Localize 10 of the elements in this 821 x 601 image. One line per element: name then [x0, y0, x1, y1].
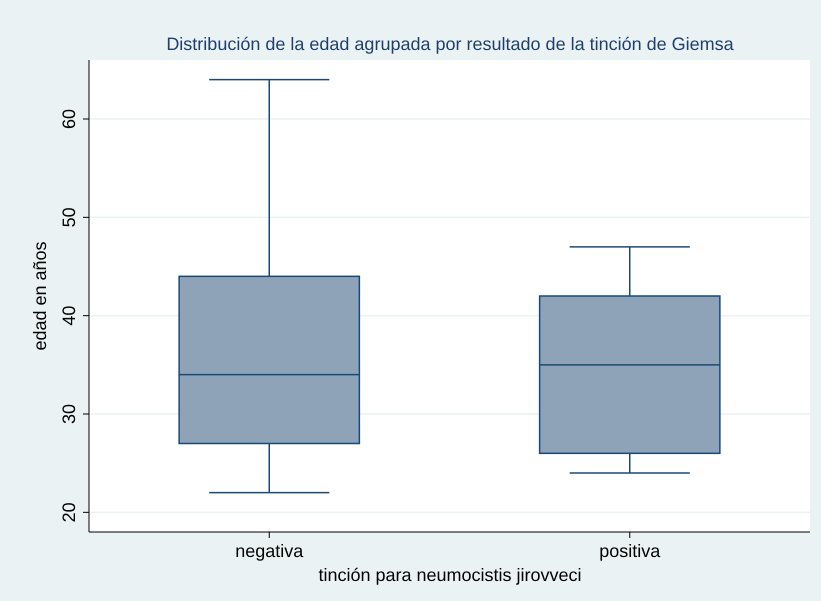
- x-tick-label: positiva: [599, 541, 662, 561]
- x-tick-label: negativa: [235, 541, 304, 561]
- y-tick-label: 20: [59, 502, 79, 522]
- y-tick-label: 50: [59, 207, 79, 228]
- y-tick-label: 30: [59, 404, 79, 424]
- x-axis-title: tinción para neumocistis jirovveci: [318, 565, 582, 585]
- chart-title: Distribución de la edad agrupada por resultado de la tinción de Giemsa: [166, 34, 735, 54]
- y-tick-label: 60: [59, 108, 79, 130]
- y-tick-label: 40: [59, 306, 79, 326]
- y-axis-title: edad en años: [30, 241, 50, 351]
